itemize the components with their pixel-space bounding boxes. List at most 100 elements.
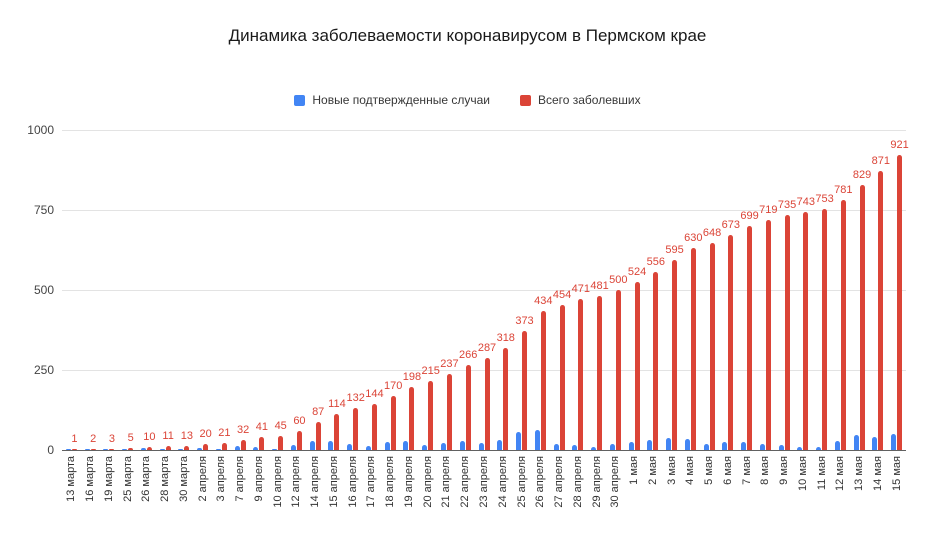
x-axis-label: 21 апреля bbox=[440, 456, 453, 508]
value-label-total: 871 bbox=[871, 155, 891, 168]
bar-total-cases bbox=[484, 358, 490, 450]
x-axis-label: 15 мая bbox=[890, 456, 903, 491]
bar-new-cases bbox=[553, 443, 559, 450]
bar-new-cases bbox=[215, 449, 221, 450]
x-axis-label: 30 марта bbox=[177, 456, 190, 502]
x-axis-label: 26 марта bbox=[140, 456, 153, 502]
value-label-total: 434 bbox=[534, 295, 553, 308]
bar-total-cases bbox=[184, 445, 190, 450]
x-axis-label: 12 апреля bbox=[290, 456, 303, 508]
bar-new-cases bbox=[328, 441, 334, 450]
x-axis-label: 15 апреля bbox=[327, 456, 340, 508]
bar-total-cases bbox=[784, 214, 790, 450]
x-axis-label: 25 апреля bbox=[515, 456, 528, 508]
value-label-total: 699 bbox=[740, 210, 759, 223]
bar-new-cases bbox=[253, 447, 259, 450]
bar-new-cases bbox=[440, 442, 446, 450]
x-axis-label: 10 мая bbox=[796, 456, 809, 491]
bar-new-cases bbox=[103, 449, 109, 450]
bar-new-cases bbox=[365, 446, 371, 450]
value-label-total: 673 bbox=[721, 218, 740, 231]
bar-new-cases bbox=[65, 449, 71, 450]
y-axis-tick-label: 0 bbox=[47, 443, 54, 457]
x-axis-label: 23 апреля bbox=[478, 456, 490, 508]
bar-new-cases bbox=[497, 440, 503, 450]
bar-new-cases bbox=[741, 441, 747, 450]
legend-label-total-cases: Всего заболевших bbox=[537, 93, 641, 107]
chart-title: Динамика заболеваемости коронавирусом в … bbox=[228, 26, 707, 45]
legend-item-total-cases[interactable]: Всего заболевших bbox=[519, 93, 641, 107]
bar-new-cases bbox=[722, 442, 728, 450]
value-label-total: 10 bbox=[143, 430, 156, 443]
x-axis-label: 9 мая bbox=[778, 456, 791, 485]
bar-new-cases bbox=[816, 446, 822, 450]
gridline bbox=[62, 129, 906, 131]
value-label-total: 114 bbox=[328, 397, 346, 410]
value-label-total: 556 bbox=[646, 256, 665, 269]
x-axis-line bbox=[62, 449, 906, 451]
x-axis-label: 14 мая bbox=[871, 456, 884, 491]
legend-swatch-blue bbox=[294, 94, 306, 106]
bar-total-cases bbox=[203, 443, 209, 450]
x-axis-label: 19 апреля bbox=[402, 456, 415, 508]
bar-total-cases bbox=[522, 330, 527, 450]
x-axis-label: 11 мая bbox=[815, 456, 828, 491]
bar-total-cases bbox=[822, 209, 828, 450]
bar-total-cases bbox=[334, 413, 340, 450]
bar-total-cases bbox=[146, 446, 152, 450]
x-axis-label: 3 апреля bbox=[215, 456, 228, 502]
bar-new-cases bbox=[703, 444, 709, 450]
x-axis-label: 3 мая bbox=[665, 456, 678, 485]
y-axis-tick-label: 750 bbox=[33, 203, 54, 217]
value-label-total: 471 bbox=[571, 283, 590, 296]
value-label-total: 373 bbox=[515, 314, 534, 327]
value-label-total: 237 bbox=[440, 358, 459, 371]
bar-total-cases bbox=[428, 381, 434, 450]
bar-new-cases bbox=[647, 439, 653, 450]
bar-new-cases bbox=[591, 446, 597, 450]
bar-new-cases bbox=[534, 430, 540, 450]
bar-new-cases bbox=[516, 432, 521, 450]
value-label-total: 921 bbox=[890, 139, 909, 152]
value-label-total: 719 bbox=[759, 203, 778, 216]
legend-item-new-cases[interactable]: Новые подтвержденные случаи bbox=[294, 93, 490, 107]
bar-total-cases bbox=[765, 219, 771, 450]
bar-total-cases bbox=[840, 200, 846, 450]
value-label-total: 3 bbox=[108, 433, 115, 445]
value-label-total: 11 bbox=[162, 430, 174, 443]
bar-total-cases bbox=[240, 439, 246, 450]
x-axis-label: 28 марта bbox=[159, 456, 172, 502]
bar-total-cases bbox=[653, 272, 659, 450]
bar-total-cases bbox=[878, 171, 884, 450]
bar-total-cases bbox=[128, 448, 134, 450]
value-label-total: 648 bbox=[702, 226, 722, 239]
bar-new-cases bbox=[159, 449, 165, 450]
bar-total-cases bbox=[559, 304, 565, 450]
bar-total-cases bbox=[446, 374, 452, 450]
x-axis-label: 14 апреля bbox=[309, 456, 322, 508]
legend-label-new-cases: Новые подтвержденные случаи bbox=[312, 93, 490, 107]
y-axis-tick-label: 500 bbox=[33, 283, 54, 297]
y-axis-tick-label: 250 bbox=[33, 363, 54, 377]
value-label-total: 500 bbox=[609, 274, 628, 286]
chart-legend: Новые подтвержденные случаи Всего заболе… bbox=[0, 93, 935, 107]
value-label-total: 781 bbox=[834, 184, 853, 197]
x-axis-label: 4 мая bbox=[684, 456, 697, 485]
value-label-total: 1 bbox=[71, 433, 78, 445]
bar-new-cases bbox=[609, 443, 615, 450]
x-axis-label: 10 апреля bbox=[271, 456, 284, 508]
bar-new-cases bbox=[853, 434, 859, 450]
x-axis-label: 9 апреля bbox=[252, 456, 265, 502]
value-label-total: 743 bbox=[796, 196, 816, 209]
bar-new-cases bbox=[797, 447, 803, 450]
bar-total-cases bbox=[672, 259, 678, 450]
bar-total-cases bbox=[747, 226, 753, 450]
bar-new-cases bbox=[84, 449, 90, 450]
x-axis-label: 29 апреля bbox=[590, 456, 603, 508]
value-label-total: 595 bbox=[665, 243, 684, 256]
bar-new-cases bbox=[290, 445, 296, 450]
bar-total-cases bbox=[390, 395, 396, 450]
bar-total-cases bbox=[465, 364, 471, 450]
x-axis-label: 19 марта bbox=[102, 456, 115, 502]
